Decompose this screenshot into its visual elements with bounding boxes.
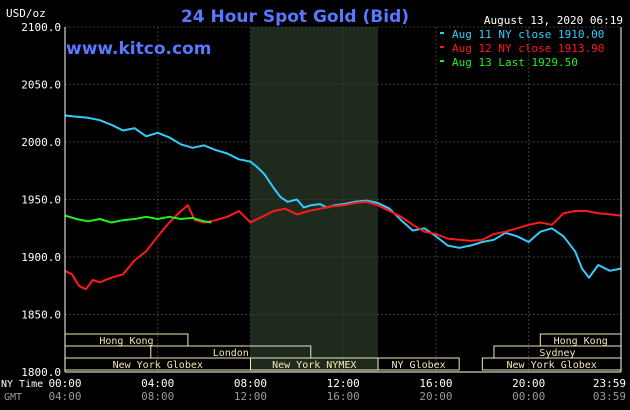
chart-title: 24 Hour Spot Gold (Bid) <box>181 7 409 27</box>
x-tick-label-gmt: 16:00 <box>327 390 360 403</box>
legend-item-aug13: Aug 13 Last 1929.50 <box>452 56 578 69</box>
brand-watermark: www.kitco.com <box>66 39 211 59</box>
y-tick-label: 1900.0 <box>21 251 61 264</box>
timestamp-label: August 13, 2020 06:19 <box>484 14 623 27</box>
session-label: New York NYMEX <box>272 360 356 371</box>
series-layer <box>64 114 622 291</box>
legend: Aug 11 NY close 1910.00 Aug 12 NY close … <box>440 28 604 69</box>
legend-item-aug12: Aug 12 NY close 1913.90 <box>452 42 604 55</box>
x-tick-label-ny: 12:00 <box>327 377 360 390</box>
y-tick-label: 2100.0 <box>21 21 61 34</box>
x-tick-label-gmt: 12:00 <box>234 390 267 403</box>
x-tick-label-gmt: 04:00 <box>48 390 81 403</box>
session-box <box>377 357 460 371</box>
x-tick-label-ny: 04:00 <box>141 377 174 390</box>
y-tick-label: 2050.0 <box>21 79 61 92</box>
y-tick-label: 1950.0 <box>21 194 61 207</box>
x-tick-label-gmt: 08:00 <box>141 390 174 403</box>
session-label: Hong Kong <box>99 336 153 347</box>
session-label: NY Globex <box>391 360 445 371</box>
x-axis-gmt-label: GMT <box>4 392 22 403</box>
x-tick-label-ny: 08:00 <box>234 377 267 390</box>
series-line-2 <box>64 214 212 224</box>
x-tick-label-gmt: 00:00 <box>512 390 545 403</box>
session-label: New York Globex <box>113 360 203 371</box>
session-label: London <box>213 348 249 359</box>
market-sessions: Hong Kong London New York Globex New York N… <box>64 333 622 371</box>
series-line-1 <box>64 200 622 291</box>
x-tick-label-gmt: 20:00 <box>419 390 452 403</box>
x-tick-label-gmt: 03:59 <box>593 390 626 403</box>
x-tick-label-ny: 20:00 <box>512 377 545 390</box>
x-tick-label-ny: 16:00 <box>419 377 452 390</box>
session-label: Hong Kong <box>554 336 608 347</box>
x-tick-label-ny: 00:00 <box>48 377 81 390</box>
session-label: Sydney <box>539 348 575 359</box>
legend-swatch-aug11 <box>440 32 444 34</box>
x-tick-label-ny: 23:59 <box>593 377 626 390</box>
legend-item-aug11: Aug 11 NY close 1910.00 <box>452 28 604 41</box>
y-tick-label: 1850.0 <box>21 309 61 322</box>
x-axis-ny-time-label: NY Time <box>1 379 43 390</box>
legend-swatch-aug13 <box>440 60 444 62</box>
axis-layer: 2100.0 2050.0 2000.0 1950.0 1900.0 1850.0 1800… <box>21 21 626 403</box>
legend-swatch-aug12 <box>440 46 444 48</box>
session-label: New York Globex <box>507 360 597 371</box>
y-tick-label: 2000.0 <box>21 136 61 149</box>
y-unit-label: USD/oz <box>6 7 46 20</box>
y-tick-label: 1800.0 <box>21 366 61 379</box>
